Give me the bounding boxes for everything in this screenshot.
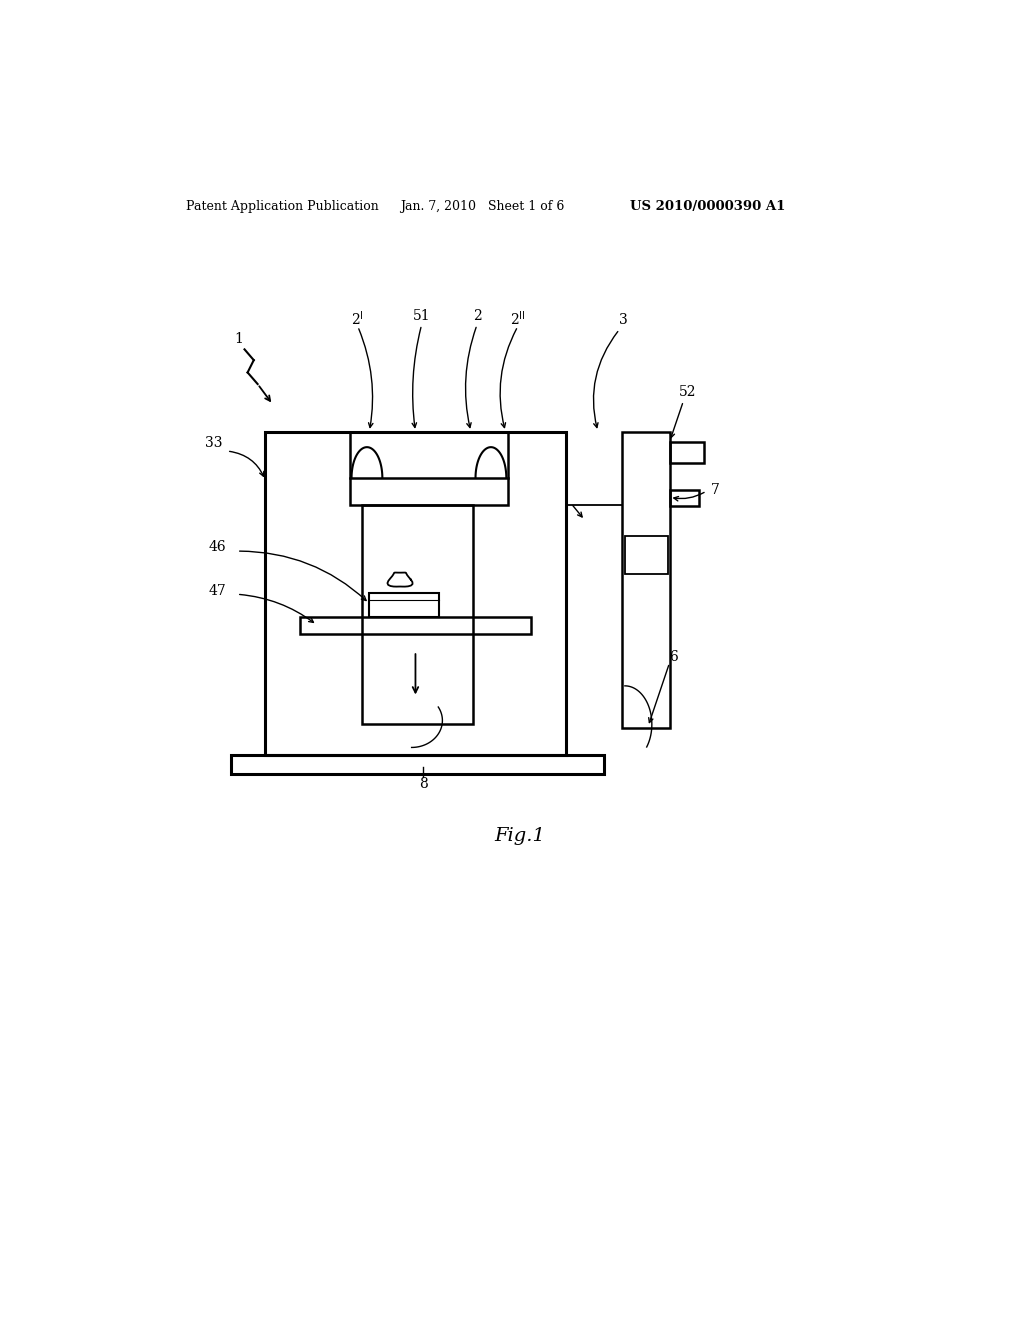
Text: 1: 1 <box>233 333 243 346</box>
Text: 46: 46 <box>209 540 226 554</box>
Text: 33: 33 <box>205 437 222 450</box>
Text: 52: 52 <box>679 384 696 399</box>
Text: 7: 7 <box>712 483 720 496</box>
Text: 51: 51 <box>413 309 430 323</box>
Text: 8: 8 <box>419 776 428 791</box>
Text: 2: 2 <box>473 309 481 323</box>
Text: 6: 6 <box>669 651 678 664</box>
Text: 47: 47 <box>209 585 226 598</box>
Text: 3: 3 <box>618 313 628 327</box>
Text: US 2010/0000390 A1: US 2010/0000390 A1 <box>630 199 784 213</box>
Text: 2$^{\mathsf{I}}$: 2$^{\mathsf{I}}$ <box>351 309 365 327</box>
Text: Fig.1: Fig.1 <box>494 828 545 845</box>
Text: Patent Application Publication: Patent Application Publication <box>186 199 379 213</box>
Text: Jan. 7, 2010   Sheet 1 of 6: Jan. 7, 2010 Sheet 1 of 6 <box>400 199 564 213</box>
Text: 2$^{\mathsf{II}}$: 2$^{\mathsf{II}}$ <box>510 309 525 327</box>
